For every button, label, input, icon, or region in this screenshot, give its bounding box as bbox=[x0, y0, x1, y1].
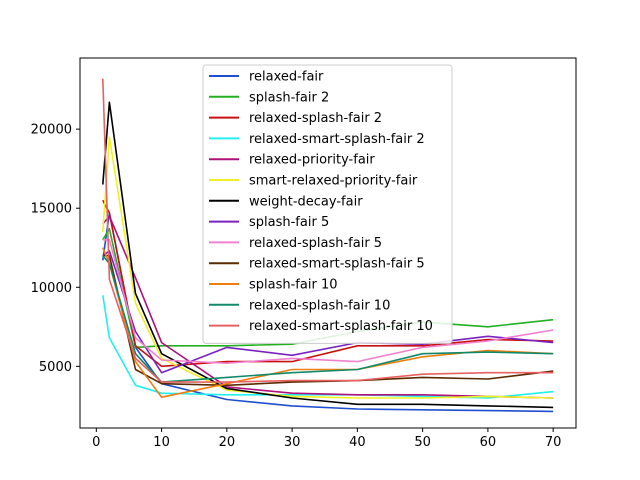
legend-label: relaxed-smart-splash-fair 2 bbox=[249, 132, 425, 147]
series-line-relaxed-smart-splash-fair-10 bbox=[102, 78, 554, 383]
legend-box bbox=[202, 64, 453, 344]
legend-label: relaxed-splash-fair 5 bbox=[249, 236, 382, 251]
legend-label: smart-relaxed-priority-fair bbox=[249, 174, 418, 189]
legend-label: relaxed-smart-splash-fair 5 bbox=[249, 257, 425, 272]
legend-label: relaxed-smart-splash-fair 10 bbox=[249, 319, 433, 334]
legend-label: weight-decay-fair bbox=[249, 194, 363, 209]
y-tick-label: 15000 bbox=[31, 202, 72, 217]
x-axis: 0 10 20 30 40 50 60 70 bbox=[92, 428, 561, 450]
legend-label: splash-fair 10 bbox=[249, 278, 337, 293]
legend-label: relaxed-splash-fair 10 bbox=[249, 298, 390, 313]
y-tick-label: 10000 bbox=[31, 281, 72, 296]
axes-frame bbox=[79, 57, 577, 429]
legend-label: relaxed-fair bbox=[249, 70, 324, 85]
x-tick-label: 30 bbox=[284, 435, 301, 450]
y-tick-label: 20000 bbox=[31, 123, 72, 138]
x-tick-label: 10 bbox=[153, 435, 170, 450]
x-tick-label: 40 bbox=[349, 435, 366, 450]
series-line-relaxed-splash-fair-5 bbox=[102, 239, 554, 365]
legend: relaxed-fair splash-fair 2 relaxed-splash-… bbox=[202, 64, 453, 344]
x-tick-label: 50 bbox=[414, 435, 431, 450]
series-line-relaxed-priority-fair bbox=[102, 215, 554, 399]
x-tick-label: 0 bbox=[92, 435, 100, 450]
legend-label: relaxed-priority-fair bbox=[249, 153, 375, 168]
x-tick-label: 70 bbox=[545, 435, 562, 450]
x-tick-label: 60 bbox=[480, 435, 497, 450]
series-line-weight-decay-fair bbox=[102, 101, 554, 409]
y-tick-label: 5000 bbox=[39, 360, 72, 375]
x-tick-label: 20 bbox=[219, 435, 236, 450]
y-axis: 5000 10000 15000 20000 bbox=[31, 123, 80, 375]
series-line-relaxed-splash-fair-10 bbox=[102, 255, 554, 383]
legend-label: splash-fair 5 bbox=[249, 215, 329, 230]
series-layer bbox=[102, 78, 554, 413]
legend-label: relaxed-splash-fair 2 bbox=[249, 111, 382, 126]
legend-label: splash-fair 2 bbox=[249, 90, 329, 105]
